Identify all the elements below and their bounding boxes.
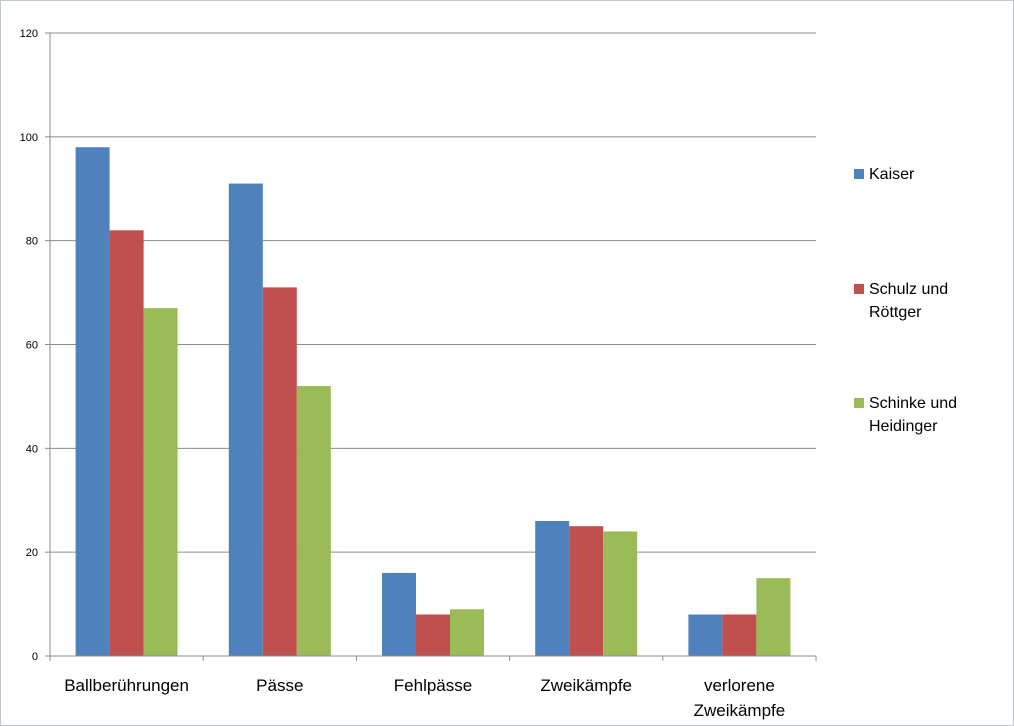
bar [569,526,604,656]
y-tick-label: 120 [20,28,38,40]
legend-label: Schulz und [869,281,948,298]
bar [450,609,484,656]
legend-item: Schinke und Heidinger [854,395,957,435]
legend-label: Kaiser [869,166,915,183]
bars [75,147,791,657]
legend-label: Heidinger [869,418,938,435]
legend-swatch [854,284,864,294]
bar [109,230,144,657]
y-tick-label: 40 [26,443,38,455]
bar [756,578,791,656]
legend-item: Schulz und Röttger [854,281,948,321]
bar [416,614,450,656]
bar [722,614,757,656]
legend-label: Schinke und [869,395,957,412]
bar [228,183,263,656]
bar [603,531,638,656]
legend-label: Röttger [869,304,922,321]
bar [262,287,297,656]
y-tick-label: 100 [20,132,38,144]
bar [75,147,110,656]
x-tick-label: Zweikämpfe [540,676,632,695]
legend-swatch [854,169,864,179]
y-tick-label: 20 [26,547,38,559]
legend: Kaiser Schulz und Röttger Schinke und Heidin… [854,166,957,435]
y-tick-label: 0 [32,651,38,663]
axes [45,32,817,661]
x-tick-label: verlorene [704,676,775,695]
legend-swatch [854,398,864,408]
bar [535,521,570,656]
legend-item: Kaiser [854,166,915,183]
bar [382,572,416,656]
tick-labels: 0 20 40 60 80 100 120 Ballberührungen Pässe Fehlp… [20,28,786,720]
x-tick-label: Zweikämpfe [694,701,786,720]
x-tick-label: Pässe [256,676,303,695]
y-tick-label: 80 [26,236,38,248]
bar [143,308,178,656]
bar [296,386,331,656]
x-tick-label: Ballberührungen [64,676,189,695]
bar [688,614,723,656]
x-tick-label: Fehlpässe [394,676,472,695]
gridlines [50,32,816,553]
y-tick-label: 60 [26,340,38,352]
